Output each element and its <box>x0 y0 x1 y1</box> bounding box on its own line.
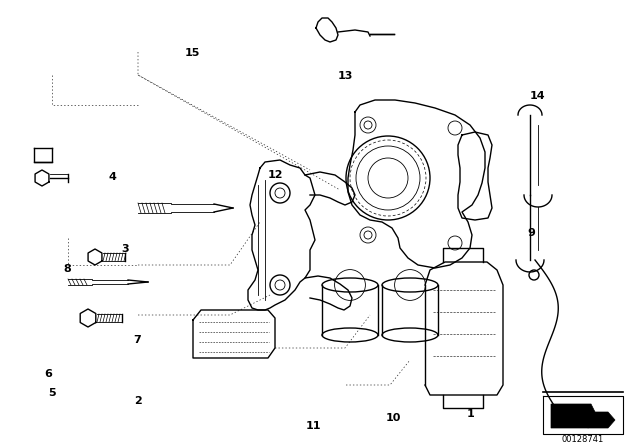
Text: 6: 6 <box>44 369 52 379</box>
Text: 14: 14 <box>530 91 545 101</box>
Text: 12: 12 <box>268 170 283 180</box>
Text: 3: 3 <box>121 244 129 254</box>
Text: 15: 15 <box>184 48 200 58</box>
Polygon shape <box>588 412 615 428</box>
Text: 8: 8 <box>63 264 71 274</box>
Text: 1: 1 <box>467 409 474 419</box>
Text: 4: 4 <box>108 172 116 182</box>
Text: 2: 2 <box>134 396 141 406</box>
Text: 7: 7 <box>134 336 141 345</box>
Text: 11: 11 <box>306 421 321 431</box>
Polygon shape <box>551 404 595 428</box>
Text: 10: 10 <box>386 413 401 422</box>
Text: 13: 13 <box>338 71 353 81</box>
Text: 5: 5 <box>49 388 56 398</box>
Text: 00128741: 00128741 <box>562 435 604 444</box>
Text: 9: 9 <box>527 228 535 238</box>
